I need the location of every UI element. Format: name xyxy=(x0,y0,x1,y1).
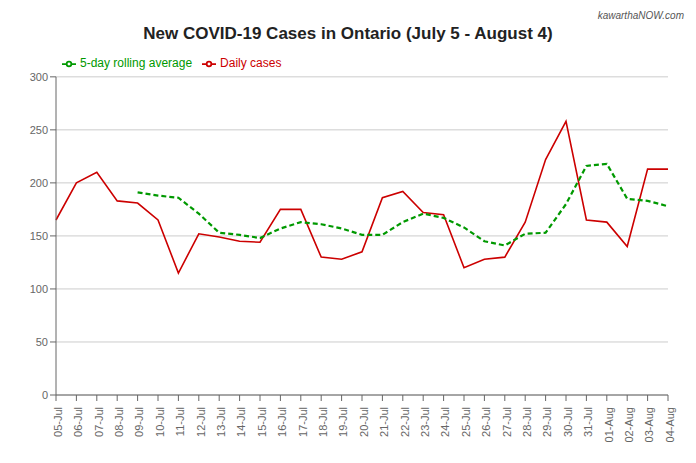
svg-text:02-Aug: 02-Aug xyxy=(623,407,635,442)
svg-text:28-Jul: 28-Jul xyxy=(521,407,533,437)
svg-text:30-Jul: 30-Jul xyxy=(562,407,574,437)
svg-text:17-Jul: 17-Jul xyxy=(297,407,309,437)
svg-text:50: 50 xyxy=(36,336,48,348)
svg-text:21-Jul: 21-Jul xyxy=(378,407,390,437)
html-text:kawarthaNOW.com: kawarthaNOW.com xyxy=(597,10,684,21)
html-text:New COVID-19 Cases in Ontario: New COVID-19 Cases in Ontario (July 5 - … xyxy=(143,24,553,43)
svg-text:01-Aug: 01-Aug xyxy=(603,407,615,442)
svg-text:18-Jul: 18-Jul xyxy=(317,407,329,437)
svg-text:25-Jul: 25-Jul xyxy=(460,407,472,437)
svg-text:29-Jul: 29-Jul xyxy=(541,407,553,437)
svg-text:07-Jul: 07-Jul xyxy=(93,407,105,437)
svg-text:08-Jul: 08-Jul xyxy=(113,407,125,437)
svg-text:0: 0 xyxy=(42,389,48,401)
svg-text:100: 100 xyxy=(30,283,48,295)
svg-text:22-Jul: 22-Jul xyxy=(399,407,411,437)
svg-text:20-Jul: 20-Jul xyxy=(358,407,370,437)
svg-text:03-Aug: 03-Aug xyxy=(643,407,655,442)
svg-text:13-Jul: 13-Jul xyxy=(215,407,227,437)
svg-text:26-Jul: 26-Jul xyxy=(480,407,492,437)
svg-text:23-Jul: 23-Jul xyxy=(419,407,431,437)
svg-text:09-Jul: 09-Jul xyxy=(133,407,145,437)
svg-text:150: 150 xyxy=(30,230,48,242)
svg-text:15-Jul: 15-Jul xyxy=(256,407,268,437)
html-text:5-day rolling average: 5-day rolling average xyxy=(80,56,193,70)
svg-text:05-Jul: 05-Jul xyxy=(52,407,64,437)
svg-text:31-Jul: 31-Jul xyxy=(582,407,594,437)
svg-text:19-Jul: 19-Jul xyxy=(337,407,349,437)
svg-text:24-Jul: 24-Jul xyxy=(439,407,451,437)
svg-text:10-Jul: 10-Jul xyxy=(154,407,166,437)
svg-text:16-Jul: 16-Jul xyxy=(276,407,288,437)
svg-text:14-Jul: 14-Jul xyxy=(235,407,247,437)
svg-text:06-Jul: 06-Jul xyxy=(72,407,84,437)
svg-text:12-Jul: 12-Jul xyxy=(195,407,207,437)
svg-text:250: 250 xyxy=(30,124,48,136)
svg-text:27-Jul: 27-Jul xyxy=(501,407,513,437)
svg-text:300: 300 xyxy=(30,71,48,83)
svg-text:11-Jul: 11-Jul xyxy=(174,407,186,436)
svg-text:200: 200 xyxy=(30,177,48,189)
svg-text:04-Aug: 04-Aug xyxy=(664,407,676,442)
html-text:Daily cases: Daily cases xyxy=(220,56,282,70)
